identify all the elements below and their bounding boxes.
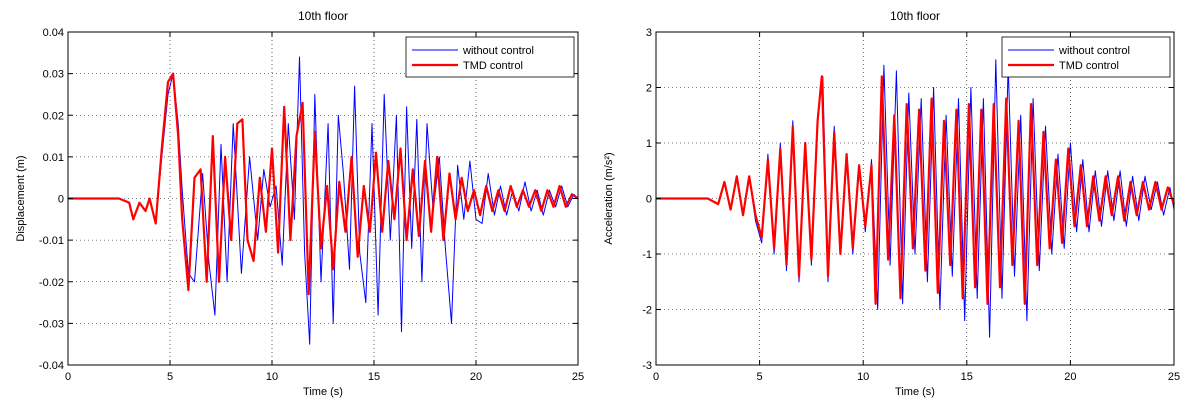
y-tick-label: 0 [646, 194, 652, 206]
y-tick-label: 0.03 [43, 69, 64, 81]
x-tick-label: 5 [757, 371, 763, 383]
series-line-tmd-control [68, 72, 579, 296]
acceleration-chart: 0 5 10 15 20 25 -3 -2 -1 0 1 2 3 10th floor Time (s) Ac… [603, 9, 1180, 398]
y-tick-label: -0.01 [39, 235, 64, 247]
y-tick-label: -1 [642, 249, 652, 261]
x-tick-label: 25 [572, 371, 584, 383]
x-tick-label: 5 [167, 371, 173, 383]
series-line-tmd-control [656, 75, 1176, 305]
x-axis-label: Time (s) [303, 386, 343, 398]
legend-label-tmd-control: TMD control [463, 60, 523, 72]
y-tick-label: 0 [58, 194, 64, 206]
y-tick-label: 3 [646, 27, 652, 39]
y-tick-label: -0.03 [39, 318, 64, 330]
y-axis-label: Acceleration (m/s²) [603, 152, 615, 244]
y-tick-label: 0.02 [43, 110, 64, 122]
chart-title: 10th floor [298, 9, 348, 23]
x-tick-label: 0 [653, 371, 659, 383]
legend-label-without-control: without control [462, 45, 534, 57]
y-tick-label: 2 [646, 83, 652, 95]
x-tick-label: 10 [266, 371, 278, 383]
displacement-chart: 0 5 10 15 20 25 -0.04 -0.03 -0.02 -0.01 0 0.01 0.02 0… [15, 9, 584, 398]
acceleration-chart-panel: 0 5 10 15 20 25 -3 -2 -1 0 1 2 3 10th floor Time (s) Ac… [594, 0, 1187, 408]
y-tick-label: -3 [642, 360, 652, 372]
legend-box [405, 36, 575, 78]
x-tick-label: 20 [470, 371, 482, 383]
displacement-chart-panel: 0 5 10 15 20 25 -0.04 -0.03 -0.02 -0.01 0 0.01 0.02 0… [15, 9, 584, 398]
x-tick-label: 20 [1064, 371, 1076, 383]
x-tick-label: 10 [857, 371, 869, 383]
x-tick-label: 25 [1168, 371, 1180, 383]
x-tick-label: 15 [368, 371, 380, 383]
y-tick-label: 0.01 [43, 152, 64, 164]
y-tick-label: -0.02 [39, 277, 64, 289]
legend-label-tmd-control: TMD control [1059, 60, 1119, 72]
legend-label-without-control: without control [1058, 45, 1130, 57]
y-tick-label: 0.04 [43, 27, 64, 39]
y-tick-label: -2 [642, 305, 652, 317]
chart-title: 10th floor [890, 9, 940, 23]
y-axis-label: Displacement (m) [15, 155, 27, 241]
y-tick-label: -0.04 [39, 360, 64, 372]
legend-box [1001, 36, 1171, 78]
x-tick-label: 15 [961, 371, 973, 383]
y-tick-label: 1 [646, 138, 652, 150]
x-tick-label: 0 [65, 371, 71, 383]
x-axis-label: Time (s) [895, 386, 935, 398]
